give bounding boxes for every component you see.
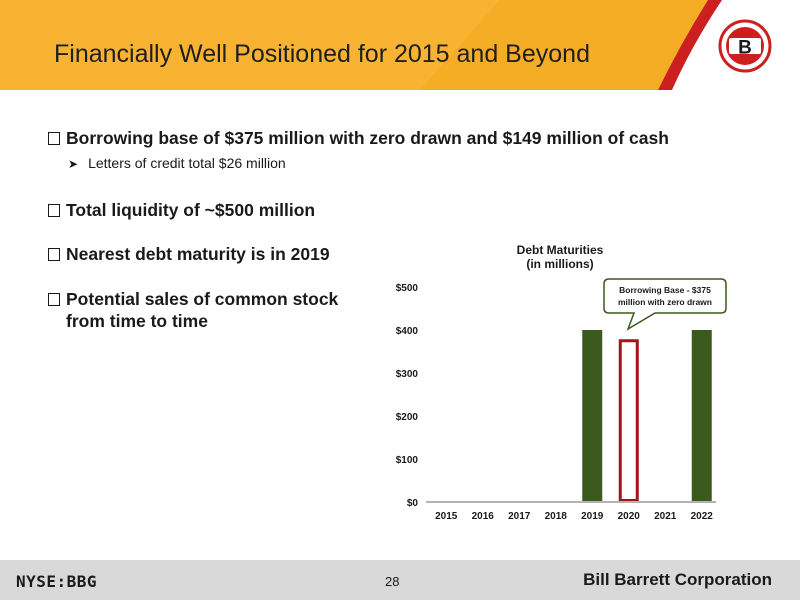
header-swoosh <box>658 0 722 90</box>
callout-line2: million with zero drawn <box>618 297 712 307</box>
bullet-nearest-maturity: Nearest debt maturity is in 2019 <box>48 243 330 265</box>
chart-subtitle: (in millions) <box>526 257 593 271</box>
checkbox-bullet-icon <box>48 248 60 261</box>
page-title: Financially Well Positioned for 2015 and… <box>54 40 590 68</box>
stock-ticker: NYSE:BBG <box>16 572 98 591</box>
x-tick-label: 2021 <box>654 511 677 522</box>
y-tick-label: $200 <box>396 412 419 423</box>
header-band-gradient <box>420 0 715 90</box>
bullet-stock-sales: Potential sales of common stock from tim… <box>48 288 368 332</box>
callout-bubble <box>603 278 727 331</box>
bullet-borrowing-base: Borrowing base of $375 million with zero… <box>48 127 669 149</box>
y-tick-label: $500 <box>396 283 419 294</box>
page-number: 28 <box>385 574 400 589</box>
bar-borrowing-base-2020 <box>618 339 639 502</box>
bullet-text: Nearest debt maturity is in 2019 <box>66 244 330 264</box>
checkbox-bullet-icon <box>48 204 60 217</box>
x-tick-label: 2015 <box>435 511 458 522</box>
bullet-text-line2: from time to time <box>66 311 208 331</box>
company-logo: B <box>718 19 772 73</box>
chart-title: Debt Maturities <box>517 243 604 257</box>
header-background: B <box>0 0 772 90</box>
x-tick-label: 2018 <box>545 511 568 522</box>
x-axis: 2015 2016 2017 2018 2019 2020 2021 2022 <box>435 511 713 522</box>
header-banner: B Financially Well Positioned for 2015 a… <box>0 0 800 90</box>
debt-maturities-chart: Debt Maturities (in millions) $0 $100 $200… <box>396 243 727 522</box>
bullet-text-line1: Potential sales of common stock <box>66 289 339 309</box>
borrowing-base-callout: Borrowing Base - $375 million with zero … <box>603 278 727 331</box>
sub-bullet-text: Letters of credit total $26 million <box>88 155 286 171</box>
x-tick-label: 2017 <box>508 511 531 522</box>
chart-bars <box>582 330 712 502</box>
y-axis: $0 $100 $200 $300 $400 $500 <box>396 283 419 509</box>
y-tick-label: $400 <box>396 326 419 337</box>
bullet-total-liquidity: Total liquidity of ~$500 million <box>48 199 315 221</box>
checkbox-bullet-icon <box>48 293 60 306</box>
arrow-bullet-icon: ➤ <box>68 157 79 171</box>
y-tick-label: $300 <box>396 369 419 380</box>
y-tick-label: $100 <box>396 455 419 466</box>
x-tick-label: 2016 <box>472 511 495 522</box>
logo-letter: B <box>738 38 752 59</box>
company-name: Bill Barrett Corporation <box>583 570 772 589</box>
checkbox-bullet-icon <box>48 132 60 145</box>
callout-line1: Borrowing Base - $375 <box>619 285 711 295</box>
sub-bullet-letters-of-credit: ➤ Letters of credit total $26 million <box>68 155 286 171</box>
x-tick-label: 2022 <box>691 511 714 522</box>
bar-debt-maturity-2019 <box>582 330 603 502</box>
x-tick-label: 2020 <box>618 511 641 522</box>
bar-debt-maturity-2022 <box>691 330 712 502</box>
x-tick-label: 2019 <box>581 511 604 522</box>
footer-bar: NYSE:BBG 28 Bill Barrett Corporation <box>0 560 800 600</box>
bullet-text: Borrowing base of $375 million with zero… <box>66 128 669 148</box>
y-tick-label: $0 <box>407 498 419 509</box>
bullet-text: Total liquidity of ~$500 million <box>66 200 316 220</box>
